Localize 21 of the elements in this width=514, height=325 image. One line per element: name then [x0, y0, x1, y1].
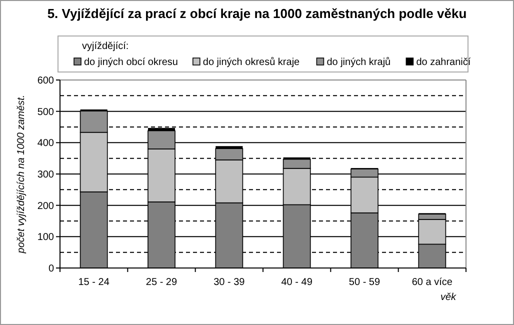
y-tick-label: 500 [37, 106, 54, 118]
x-tick-label: 60 a více [412, 277, 453, 288]
chart-title: 5. Vyjíždějící za prací z obcí kraje na 1000 zaměstnaných podle věku [47, 6, 467, 21]
legend-label: do jiných okresů kraje [202, 56, 300, 68]
y-tick-label: 0 [48, 264, 54, 274]
x-tick-label: 15 - 24 [78, 277, 110, 288]
y-tick-label: 100 [37, 232, 54, 244]
x-tick-label: 50 - 59 [348, 277, 380, 288]
legend-label: do jiných krajů [326, 56, 391, 68]
x-tick-label: 25 - 29 [146, 277, 178, 288]
x-tick-label: 40 - 49 [281, 277, 313, 288]
legend-label: do jiných obcí okresu [84, 57, 178, 68]
y-tick-label: 600 [37, 76, 54, 86]
y-tick-label: 400 [37, 138, 54, 150]
y-axis-title: počet vyjíždějících na 1000 zaměst. [16, 94, 27, 254]
x-axis-title: věk [440, 292, 457, 303]
y-tick-label: 200 [37, 200, 54, 212]
legend-title: vyjíždějící: [82, 41, 129, 52]
legend-label: do zahraničí [416, 57, 471, 68]
x-tick-label: 30 - 39 [214, 277, 246, 288]
y-tick-label: 300 [37, 170, 54, 180]
